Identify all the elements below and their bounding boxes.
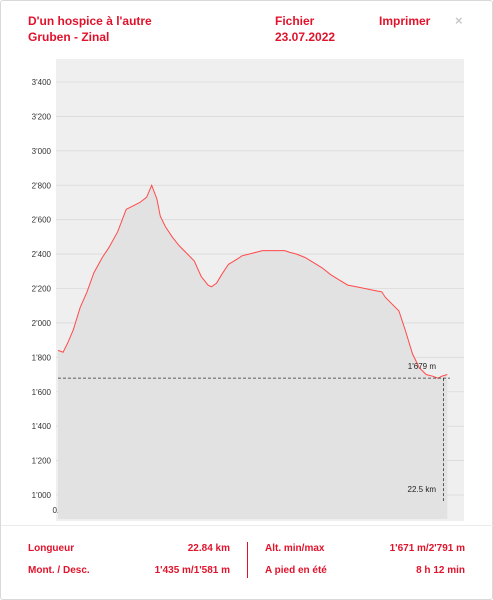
y-tick-label: 1'200 — [32, 457, 52, 466]
walking-time-value: 8 h 12 min — [416, 565, 465, 576]
file-button[interactable]: Fichier — [275, 14, 315, 28]
y-tick-label: 2'600 — [32, 216, 52, 225]
y-tick-label: 3'400 — [32, 78, 52, 87]
stats-separator — [247, 542, 248, 578]
ascent-descent-value: 1'435 m/1'581 m — [154, 565, 230, 576]
altitude-value: 1'671 m/2'791 m — [389, 543, 465, 554]
ascent-descent-label: Mont. / Desc. — [28, 565, 90, 576]
y-tick-label: 3'200 — [32, 112, 52, 121]
min-altitude-label: 1'679 m — [408, 362, 437, 371]
route-subtitle: Gruben - Zinal — [28, 30, 110, 44]
y-tick-label: 3'000 — [32, 147, 52, 156]
print-button[interactable]: Imprimer — [379, 14, 431, 28]
route-date: 23.07.2022 — [275, 30, 336, 44]
y-tick-label: 1'800 — [32, 353, 52, 362]
altitude-label: Alt. min/max — [265, 543, 325, 554]
y-tick-label: 1'600 — [32, 388, 52, 397]
length-value: 22.84 km — [187, 543, 230, 554]
elevation-line — [57, 183, 448, 379]
walking-time-label: A pied en été — [265, 565, 327, 576]
y-tick-label: 2'400 — [32, 250, 52, 259]
y-tick-label: 1'000 — [32, 491, 52, 500]
elevation-area — [58, 185, 448, 520]
end-distance-label: 22.5 km — [408, 485, 437, 494]
y-tick-label: 2'200 — [32, 285, 52, 294]
y-tick-label: 2'800 — [32, 181, 52, 190]
footer-divider — [1, 525, 493, 526]
length-label: Longueur — [28, 543, 75, 554]
route-title: D'un hospice à l'autre — [28, 14, 152, 28]
close-icon[interactable]: × — [455, 13, 463, 28]
y-tick-label: 1'400 — [32, 422, 52, 431]
y-tick-label: 2'000 — [32, 319, 52, 328]
